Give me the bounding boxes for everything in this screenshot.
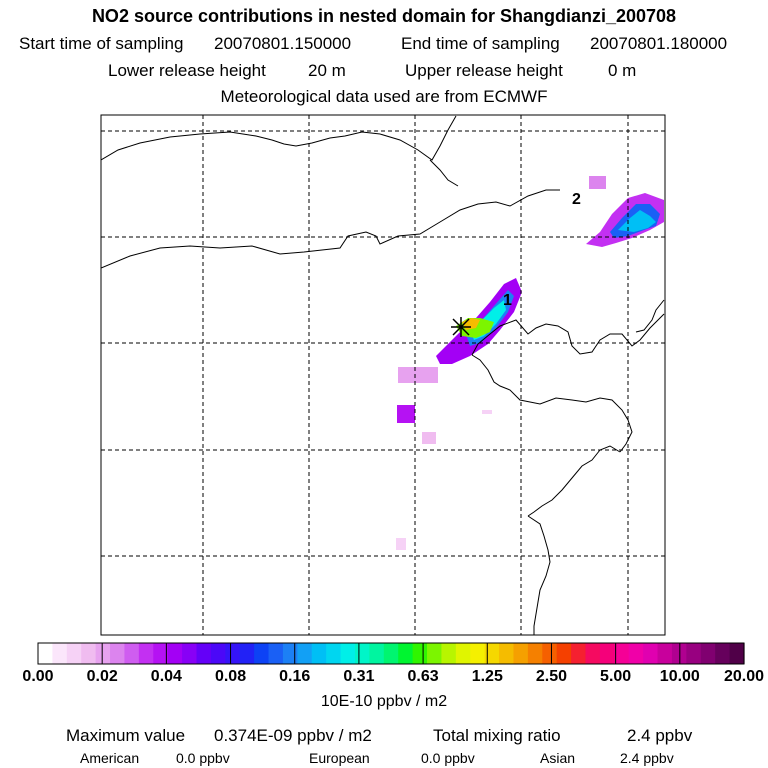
colorbar-tick-label: 1.25 — [471, 668, 503, 685]
colorbar-cell — [686, 643, 702, 664]
colorbar-cell — [52, 643, 68, 664]
colorbar-cell — [628, 643, 644, 664]
colorbar-cell — [599, 643, 615, 664]
colorbar-tick-label: 0.00 — [22, 668, 54, 685]
colorbar-cell — [513, 643, 529, 664]
coastlines — [101, 115, 665, 635]
colorbar-cell — [729, 643, 745, 664]
colorbar-cell — [412, 643, 428, 664]
total-mixing-value: 2.4 ppbv — [627, 726, 693, 745]
colorbar-cell — [326, 643, 342, 664]
colorbar-cell — [124, 643, 140, 664]
colorbar-cell — [297, 643, 313, 664]
colorbar-cell — [657, 643, 673, 664]
colorbar-cell — [499, 643, 515, 664]
colorbar-cell — [210, 643, 226, 664]
colorbar-cell — [196, 643, 212, 664]
colorbar-cell — [138, 643, 154, 664]
start-time-value: 20070801.150000 — [214, 34, 352, 53]
colorbar-cell — [81, 643, 97, 664]
colorbar-tick-label: 0.16 — [279, 668, 311, 685]
colorbar-cell — [427, 643, 443, 664]
colorbar-cell — [700, 643, 716, 664]
plume-cluster-1 — [396, 278, 522, 550]
colorbar-tick-label: 5.00 — [600, 668, 632, 685]
colorbar-cell — [182, 643, 198, 664]
asian-label: Asian — [540, 750, 576, 766]
colorbar-cell — [542, 643, 558, 664]
colorbar-cell — [268, 643, 284, 664]
site-marker-icon — [451, 317, 471, 337]
american-label: American — [80, 750, 140, 766]
colorbar-cell — [95, 643, 111, 664]
colorbar-cell — [455, 643, 471, 664]
met-data-note: Meteorological data used are from ECMWF — [220, 87, 548, 106]
colorbar-tick-label: 10.00 — [659, 668, 700, 685]
colorbar-cell — [614, 643, 630, 664]
colorbar-tick-label: 0.63 — [407, 668, 439, 685]
graticule — [101, 115, 665, 635]
colorbar-tick-label: 2.50 — [535, 668, 568, 685]
lower-height-label: Lower release height — [108, 61, 266, 80]
colorbar-tick-label: 0.04 — [150, 668, 182, 685]
colorbar-cell — [484, 643, 500, 664]
colorbar-cell — [556, 643, 572, 664]
colorbar-cell — [585, 643, 601, 664]
colorbar-cell — [254, 643, 270, 664]
colorbar-cell — [369, 643, 385, 664]
colorbar-cell — [66, 643, 82, 664]
plume-cluster-2 — [586, 176, 664, 247]
colorbar-tick-label: 20.00 — [723, 668, 765, 685]
colorbar-tick-label: 0.08 — [214, 668, 247, 685]
european-value: 0.0 ppbv — [421, 750, 475, 766]
colorbar-cell — [441, 643, 457, 664]
american-value: 0.0 ppbv — [176, 750, 230, 766]
total-mixing-label: Total mixing ratio — [433, 726, 561, 745]
colorbar-cell — [239, 643, 255, 664]
cluster-label-1: 1 — [503, 292, 512, 309]
colorbar-cell — [38, 643, 54, 664]
colorbar-cell — [383, 643, 399, 664]
colorbar-cell — [225, 643, 241, 664]
start-time-label: Start time of sampling — [19, 34, 184, 53]
end-time-value: 20070801.180000 — [590, 34, 728, 53]
colorbar-cell — [153, 643, 169, 664]
colorbar-units: 10E-10 ppbv / m2 — [320, 693, 448, 710]
lower-height-value: 20 m — [308, 61, 346, 80]
colorbar-cell — [470, 643, 486, 664]
max-value: 0.374E-09 ppbv / m2 — [214, 726, 372, 745]
colorbar-cell — [398, 643, 414, 664]
upper-height-value: 0 m — [608, 61, 637, 80]
colorbar-cell — [282, 643, 298, 664]
colorbar-cell — [311, 643, 327, 664]
chart-title: NO2 source contributions in nested domai… — [91, 6, 677, 26]
colorbar-cell — [527, 643, 543, 664]
colorbar-cell — [571, 643, 587, 664]
map-frame — [100, 114, 666, 636]
colorbar-cell — [110, 643, 126, 664]
asian-value: 2.4 ppbv — [620, 750, 674, 766]
colorbar-cell — [340, 643, 356, 664]
colorbar-tick-label: 0.02 — [86, 668, 118, 685]
end-time-label: End time of sampling — [401, 34, 560, 53]
max-value-label: Maximum value — [66, 726, 186, 745]
cluster-label-2: 2 — [572, 191, 581, 208]
colorbar-cell — [643, 643, 659, 664]
european-label: European — [309, 750, 370, 766]
colorbar-cell — [715, 643, 731, 664]
colorbar-tick-label: 0.31 — [343, 668, 375, 685]
colorbar-cell — [354, 643, 370, 664]
colorbar-cell — [167, 643, 183, 664]
upper-height-label: Upper release height — [405, 61, 563, 80]
